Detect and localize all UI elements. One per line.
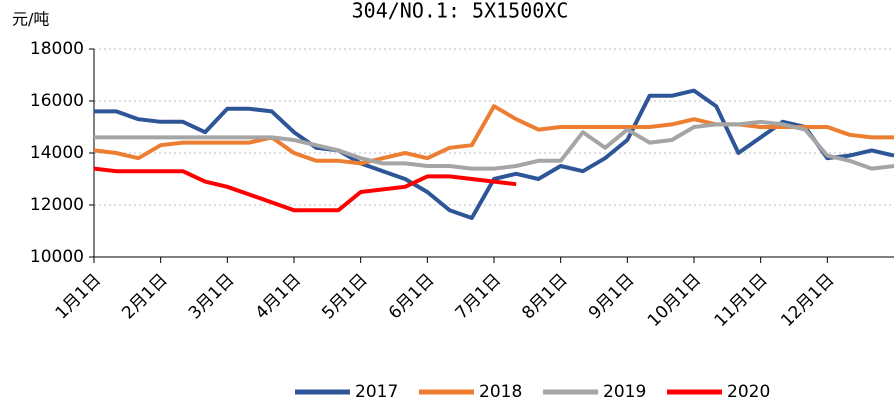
y-axis-label: 元/吨 — [12, 10, 49, 29]
legend-label: 2020 — [727, 382, 770, 402]
line-series — [93, 104, 894, 166]
x-tick-label: 7月1日 — [452, 270, 505, 323]
legend-label: 2018 — [479, 382, 522, 402]
line-series — [94, 119, 895, 171]
legend-label: 2017 — [355, 382, 398, 402]
x-tick-label: 6月1日 — [385, 270, 438, 323]
legend-label: 2019 — [603, 382, 646, 402]
x-tick-label: 1月1日 — [52, 270, 105, 323]
x-tick-label: 3月1日 — [185, 270, 238, 323]
line-series — [93, 166, 517, 213]
x-tick-label: 2月1日 — [118, 270, 171, 323]
y-tick-label: 18000 — [30, 39, 84, 59]
y-tick-label: 12000 — [30, 195, 84, 215]
line-series — [94, 88, 895, 220]
y-tick-label: 16000 — [30, 91, 84, 111]
x-tick-label: 4月1日 — [252, 270, 305, 323]
x-tick-label: 5月1日 — [318, 270, 371, 323]
x-tick-label: 12月1日 — [777, 270, 838, 331]
x-tick-label: 9月1日 — [585, 270, 638, 323]
y-tick-label: 10000 — [30, 247, 84, 267]
x-tick-label: 11月1日 — [711, 270, 772, 331]
x-tick-label: 10月1日 — [644, 270, 705, 331]
y-tick-label: 14000 — [30, 143, 84, 163]
chart-title: 304/NO.1: 5X1500XC — [352, 0, 569, 23]
x-tick-label: 8月1日 — [518, 270, 571, 323]
